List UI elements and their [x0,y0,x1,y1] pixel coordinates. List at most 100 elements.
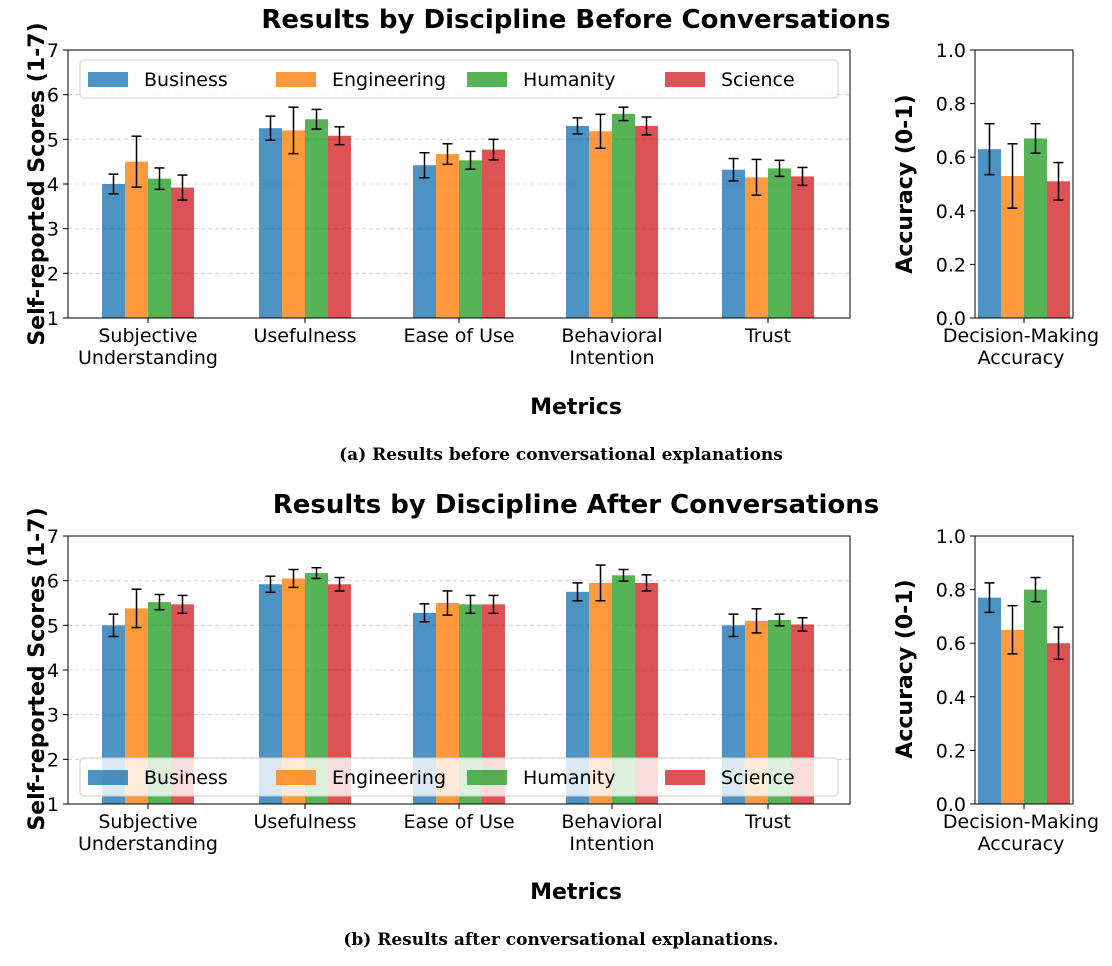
y-tick-label: 0.4 [936,201,966,223]
bar [328,135,351,318]
x-axis-label: Metrics [530,395,622,420]
legend-swatch [467,72,507,87]
bar [148,602,171,804]
x-tick-label: Trust [744,325,791,347]
bar [722,169,745,318]
chart-title: Results by Discipline After Conversation… [273,490,879,520]
legend-label: Science [721,69,795,91]
y-tick-label: 0.4 [936,687,966,709]
bar [745,177,768,318]
bar [171,604,194,804]
bar [305,573,328,804]
panel-caption: (b) Results after conversational explana… [343,930,778,950]
bar [612,575,635,804]
accuracy-plot: 0.0 0.2 0.4 0.6 0.8 1.0 Decision-Making Accurac… [936,40,1099,369]
chart-title: Results by Discipline Before Conversatio… [261,5,890,35]
bar [635,125,658,318]
bar [768,168,791,318]
x-tick-label: Subjective Understanding [78,811,218,855]
legend-swatch [276,770,316,785]
y-tick-label: 0.0 [936,794,966,816]
legend-swatch [665,72,705,87]
bar [1024,138,1047,318]
bar [482,604,505,804]
y-tick-label: 2 [47,749,59,771]
bar [1047,643,1070,804]
legend-swatch [88,770,128,785]
x-tick-label: Behavioral Intention [561,811,662,855]
legend-swatch [88,72,128,87]
bar [1001,629,1024,804]
x-tick-label: Subjective Understanding [78,325,218,369]
legend-box [79,757,839,797]
bar [328,584,351,804]
bar [259,128,282,318]
y-axis-label: Self-reported Scores (1-7) [25,22,50,345]
bar [791,176,814,318]
legend-swatch [276,72,316,87]
bar [171,187,194,318]
y-tick-label: 1.0 [936,526,966,548]
x-axis-label: Metrics [530,880,622,905]
y-tick-label: 0.6 [936,633,966,655]
y-tick-label: 3 [47,219,59,241]
bar [1024,589,1047,804]
y-tick-label: 4 [47,660,59,682]
bar [259,584,282,804]
y-tick-label: 0.2 [936,254,966,276]
y-tick-label: 7 [47,526,59,548]
bar [566,125,589,318]
accuracy-axis-label: Accuracy (0-1) [893,579,918,758]
x-tick-label: Ease of Use [403,325,514,347]
y-tick-label: 5 [47,615,59,637]
accuracy-axis-label: Accuracy (0-1) [893,94,918,273]
bar [148,178,171,318]
y-tick-label: 0.8 [936,94,966,116]
x-tick-label: Usefulness [253,325,356,347]
legend-label: Business [144,767,228,789]
legend-label: Science [721,767,795,789]
legend-label: Humanity [523,767,616,789]
x-tick-label: Decision-Making Accuracy [943,325,1099,369]
bar [282,130,305,318]
y-tick-label: 0.6 [936,147,966,169]
legend-label: Humanity [523,69,616,91]
y-axis-label: Self-reported Scores (1-7) [25,507,50,830]
panel-after: Results by Discipline After Conversation… [25,490,1099,950]
bar [282,578,305,804]
y-tick-label: 5 [47,129,59,151]
legend-box [79,59,839,99]
y-tick-label: 6 [47,571,59,593]
panel-before: Results by Discipline Before Conversatio… [25,5,1099,465]
legend-swatch [467,770,507,785]
y-tick-label: 3 [47,705,59,727]
bar [566,591,589,804]
main-plot: 1 2 3 4 5 6 7 Subjective Understanding Usefulness… [47,526,851,855]
bar [436,603,459,804]
y-tick-label: 1 [47,794,59,816]
bar [305,119,328,318]
legend-label: Engineering [332,69,446,91]
legend-swatch [665,770,705,785]
bar [436,154,459,318]
y-tick-label: 1 [47,308,59,330]
y-tick-label: 1.0 [936,40,966,62]
accuracy-plot: 0.0 0.2 0.4 0.6 0.8 1.0 Decision-Making Accurac… [936,526,1099,855]
x-tick-label: Decision-Making Accuracy [943,811,1099,855]
x-tick-label: Ease of Use [403,811,514,833]
bar [589,582,612,804]
x-tick-label: Behavioral Intention [561,325,662,369]
bar [1001,175,1024,318]
bar [102,184,125,318]
bar [482,149,505,318]
x-tick-label: Usefulness [253,811,356,833]
y-tick-label: 0.2 [936,740,966,762]
bar [1047,181,1070,318]
main-plot: 1 2 3 4 5 6 7 Subjective Understanding Usefulness… [47,40,851,369]
panel-caption: (a) Results before conversational explan… [339,445,783,465]
bar [459,160,482,318]
bar [978,149,1001,318]
y-tick-label: 0.8 [936,580,966,602]
bar [635,582,658,804]
